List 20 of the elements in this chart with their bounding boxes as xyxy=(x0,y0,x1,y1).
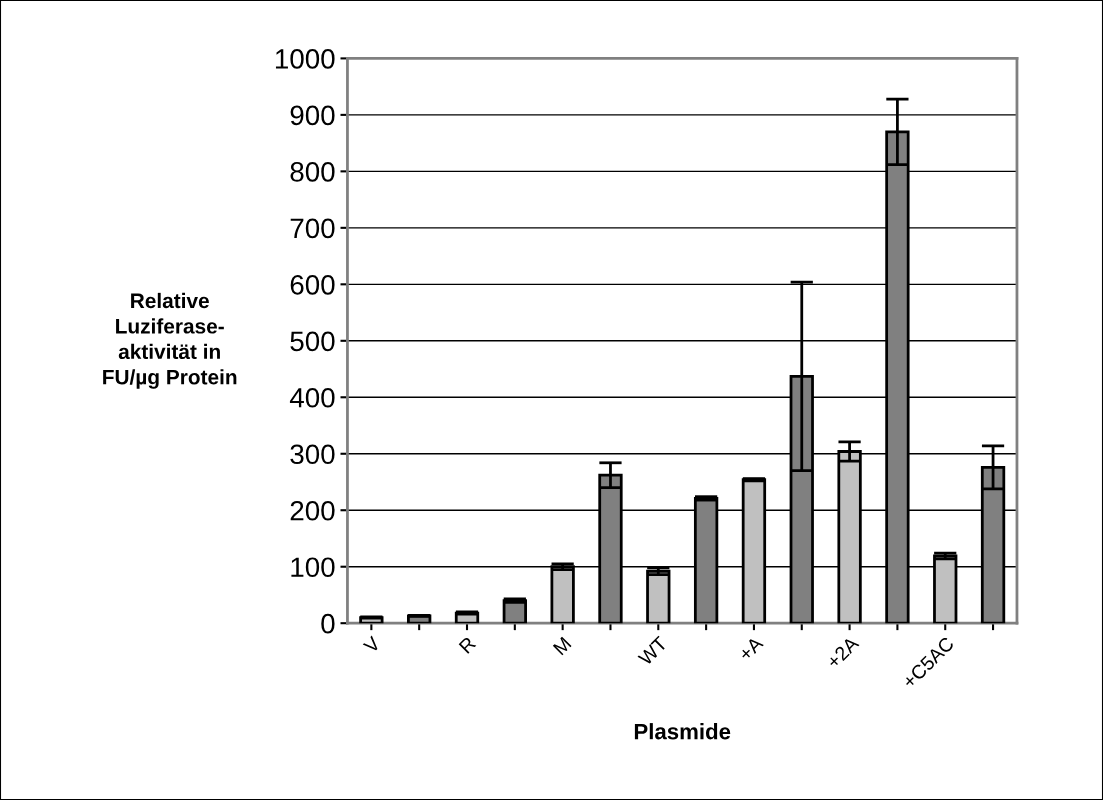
x-tick-label: +A xyxy=(737,635,764,662)
y-tick-label: 900 xyxy=(290,105,335,126)
x-tick-label: V xyxy=(362,635,382,655)
x-tick-label: WT xyxy=(637,635,668,667)
y-tick-label: 400 xyxy=(289,387,335,408)
y-axis-title: Relative Luziferase- aktivität in FU/µg Protein xyxy=(103,292,237,389)
x-tick-label: M xyxy=(552,636,572,656)
y-tick-label: 0 xyxy=(321,613,335,634)
x-axis-title: Plasmide xyxy=(634,723,731,740)
x-tick-label: +2A xyxy=(825,635,860,670)
y-tick-label: 1000 xyxy=(275,49,335,69)
y-tick-label: 100 xyxy=(291,557,335,578)
y-tick-label: 700 xyxy=(290,218,335,239)
y-tick-label: 600 xyxy=(290,274,335,295)
y-tick-label: 800 xyxy=(290,162,335,182)
x-tick-label: R xyxy=(458,636,477,654)
y-tick-label: 300 xyxy=(290,444,335,465)
y-tick-label: 500 xyxy=(290,331,335,352)
y-tick-label: 200 xyxy=(290,500,335,521)
bar xyxy=(646,569,671,624)
